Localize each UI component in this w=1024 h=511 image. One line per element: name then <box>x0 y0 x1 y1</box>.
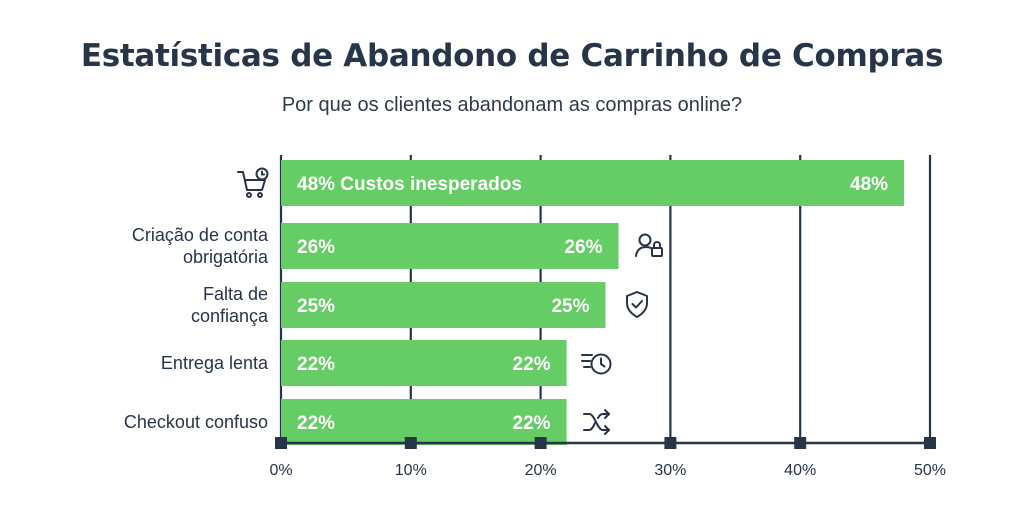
bar-inside-label: 25% <box>297 296 335 317</box>
user-lock-icon <box>635 233 663 257</box>
bar <box>281 160 905 206</box>
x-tick-label: 30% <box>654 462 686 479</box>
chart-title: Estatísticas de Abandono de Carrinho de … <box>80 38 944 74</box>
x-tick-label: 10% <box>395 462 427 479</box>
bar-value-label: 22% <box>513 413 551 434</box>
bars: 48% Custos inesperados 48% 26% 26% 25% 25% 22%… <box>281 160 905 445</box>
category-labels: Criação de conta obrigatória Falta de confi… <box>124 225 269 432</box>
bar-value-label: 22% <box>513 354 551 375</box>
x-tick-label: 20% <box>525 462 557 479</box>
bar-inside-label: 22% <box>297 413 335 434</box>
chart-subtitle: Por que os clientes abandonam as compras… <box>281 94 743 116</box>
category-label: Entrega lenta <box>161 353 269 373</box>
category-icons <box>237 167 663 435</box>
category-label: Falta de confiança <box>191 284 269 326</box>
shield-check-icon <box>626 291 648 318</box>
x-tick-label: 40% <box>784 462 816 479</box>
category-label: Criação de conta obrigatória <box>132 225 269 267</box>
bar <box>281 282 606 328</box>
bar-inside-label: 22% <box>297 354 335 375</box>
fast-clock-icon <box>581 353 612 375</box>
bar <box>281 223 619 269</box>
bar-value-label: 26% <box>564 237 602 258</box>
bar <box>281 340 567 386</box>
x-tick-label: 50% <box>914 462 946 479</box>
bar-inside-label: 48% Custos inesperados <box>297 174 522 195</box>
shuffle-icon <box>583 409 610 435</box>
category-label: Checkout confuso <box>124 412 268 432</box>
bar-value-label: 48% <box>850 174 888 195</box>
shopping-cart-clock-icon <box>237 167 269 198</box>
x-tick-label: 0% <box>269 462 292 479</box>
bar-inside-label: 26% <box>297 237 335 258</box>
x-axis: 0% 10% 20% 30% 40% 50% <box>269 437 946 479</box>
bar <box>281 399 567 445</box>
bar-value-label: 25% <box>551 296 589 317</box>
